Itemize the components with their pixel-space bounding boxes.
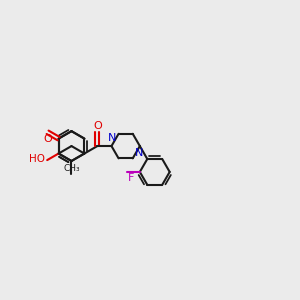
Text: CH₃: CH₃ [63,164,80,173]
Text: O: O [43,134,52,144]
Text: HO: HO [29,154,45,164]
Text: F: F [128,173,134,184]
Text: N: N [108,133,116,143]
Text: O: O [93,121,102,131]
Text: N: N [135,148,143,158]
